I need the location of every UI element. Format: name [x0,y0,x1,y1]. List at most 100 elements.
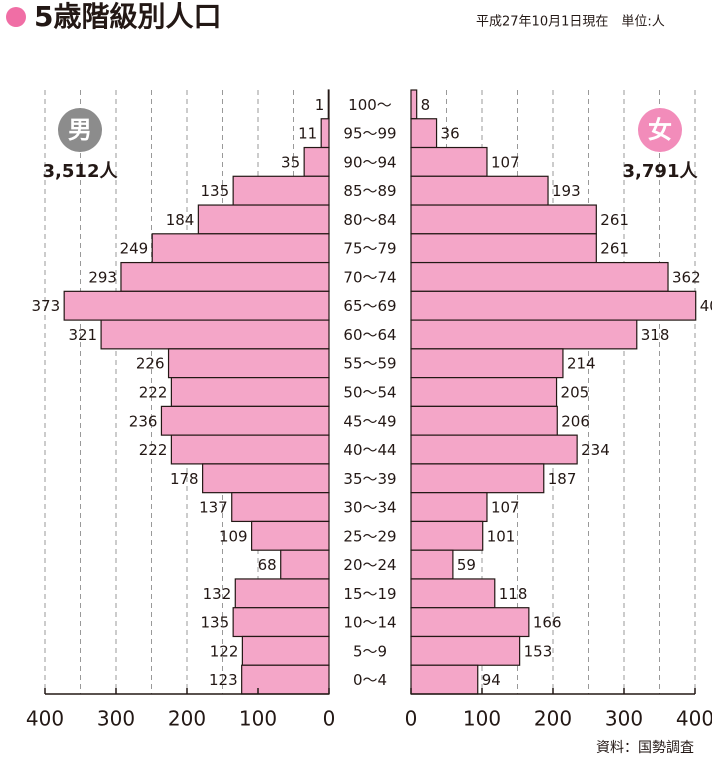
value-label: 11 [298,125,317,143]
category-label: 80～84 [343,211,396,229]
bar [410,434,578,465]
value-label: 59 [457,556,476,574]
legend-label: 女 [648,116,672,144]
bar [410,520,484,551]
value-label: 261 [600,211,629,229]
bar [280,549,330,580]
bar [410,348,564,379]
value-label: 178 [170,470,199,488]
category-label: 90～94 [343,153,396,171]
category-label: 35～39 [343,470,396,488]
value-label: 226 [136,355,165,373]
value-label: 35 [281,153,300,171]
category-label: 15～19 [343,585,396,603]
value-label: 321 [68,326,97,344]
category-label: 50～54 [343,384,396,402]
bar [410,607,530,638]
value-label: 109 [219,527,248,545]
value-label: 187 [548,470,577,488]
bar [410,405,558,436]
bar [197,204,330,235]
bar [410,175,549,206]
legend-badge [58,108,102,152]
bar [410,492,488,523]
series-total: 3,512人 [43,161,119,182]
bar [410,233,597,264]
value-label: 293 [88,268,117,286]
bar [232,175,330,206]
value-label: 107 [491,153,520,171]
bar [241,664,330,695]
bar [120,261,330,292]
category-label: 20～24 [343,556,396,574]
category-label: 85～89 [343,182,396,200]
bar [202,463,330,494]
category-label: 65～69 [343,297,396,315]
legend-label: 男 [68,116,92,144]
category-label: 45～49 [343,412,396,430]
category-label: 55～59 [343,355,396,373]
bar [303,146,330,177]
bar [410,89,418,120]
value-label: 135 [201,182,230,200]
category-label: 5～9 [353,642,387,660]
value-label: 234 [581,441,610,459]
value-label: 135 [201,614,230,632]
bar [410,578,496,609]
value-label: 214 [567,355,596,373]
value-label: 362 [672,268,701,286]
title-bullet [6,7,26,27]
bar [410,463,545,494]
category-label: 70～74 [343,268,396,286]
category-label: 30～34 [343,499,396,517]
x-tick-label: 200 [168,707,206,731]
value-label: 222 [139,384,168,402]
value-label: 8 [421,96,431,114]
bar [320,118,330,149]
value-label: 193 [552,182,581,200]
value-label: 132 [203,585,232,603]
category-label: 40～44 [343,441,396,459]
bar [170,377,330,407]
category-label: 25～29 [343,527,396,545]
bar [160,405,330,436]
bar [410,118,438,149]
x-tick-label: 300 [605,707,643,731]
value-label: 122 [210,642,239,660]
x-tick-label: 0 [405,707,418,731]
value-label: 184 [166,211,195,229]
category-label: 60～64 [343,326,396,344]
bar [410,549,454,580]
value-label: 236 [129,412,158,430]
bar [410,664,479,695]
value-label: 36 [441,125,460,143]
value-label: 222 [139,441,168,459]
value-label: 94 [482,671,501,689]
x-tick-label: 100 [239,707,277,731]
category-label: 95～99 [343,125,396,143]
bar [410,261,669,292]
bar [151,233,330,264]
bar [170,434,330,465]
chart-title: 5歳階級別人口 [34,0,221,33]
value-label: 1 [315,96,325,114]
bar [167,348,330,379]
bar [63,290,330,321]
bar [231,492,330,523]
category-label: 10～14 [343,614,396,632]
value-label: 401 [700,297,712,315]
value-label: 205 [561,384,590,402]
bar [100,319,330,350]
value-label: 261 [600,240,629,258]
category-label: 0～4 [353,671,387,689]
value-label: 206 [561,412,590,430]
source: 資料：国勢調査 [596,740,694,756]
bar [241,635,330,666]
category-label: 100～ [348,96,392,114]
series-total: 3,791人 [623,161,699,182]
bar [410,290,697,321]
value-label: 137 [199,499,228,517]
bar [234,578,330,609]
x-tick-label: 400 [676,707,712,731]
